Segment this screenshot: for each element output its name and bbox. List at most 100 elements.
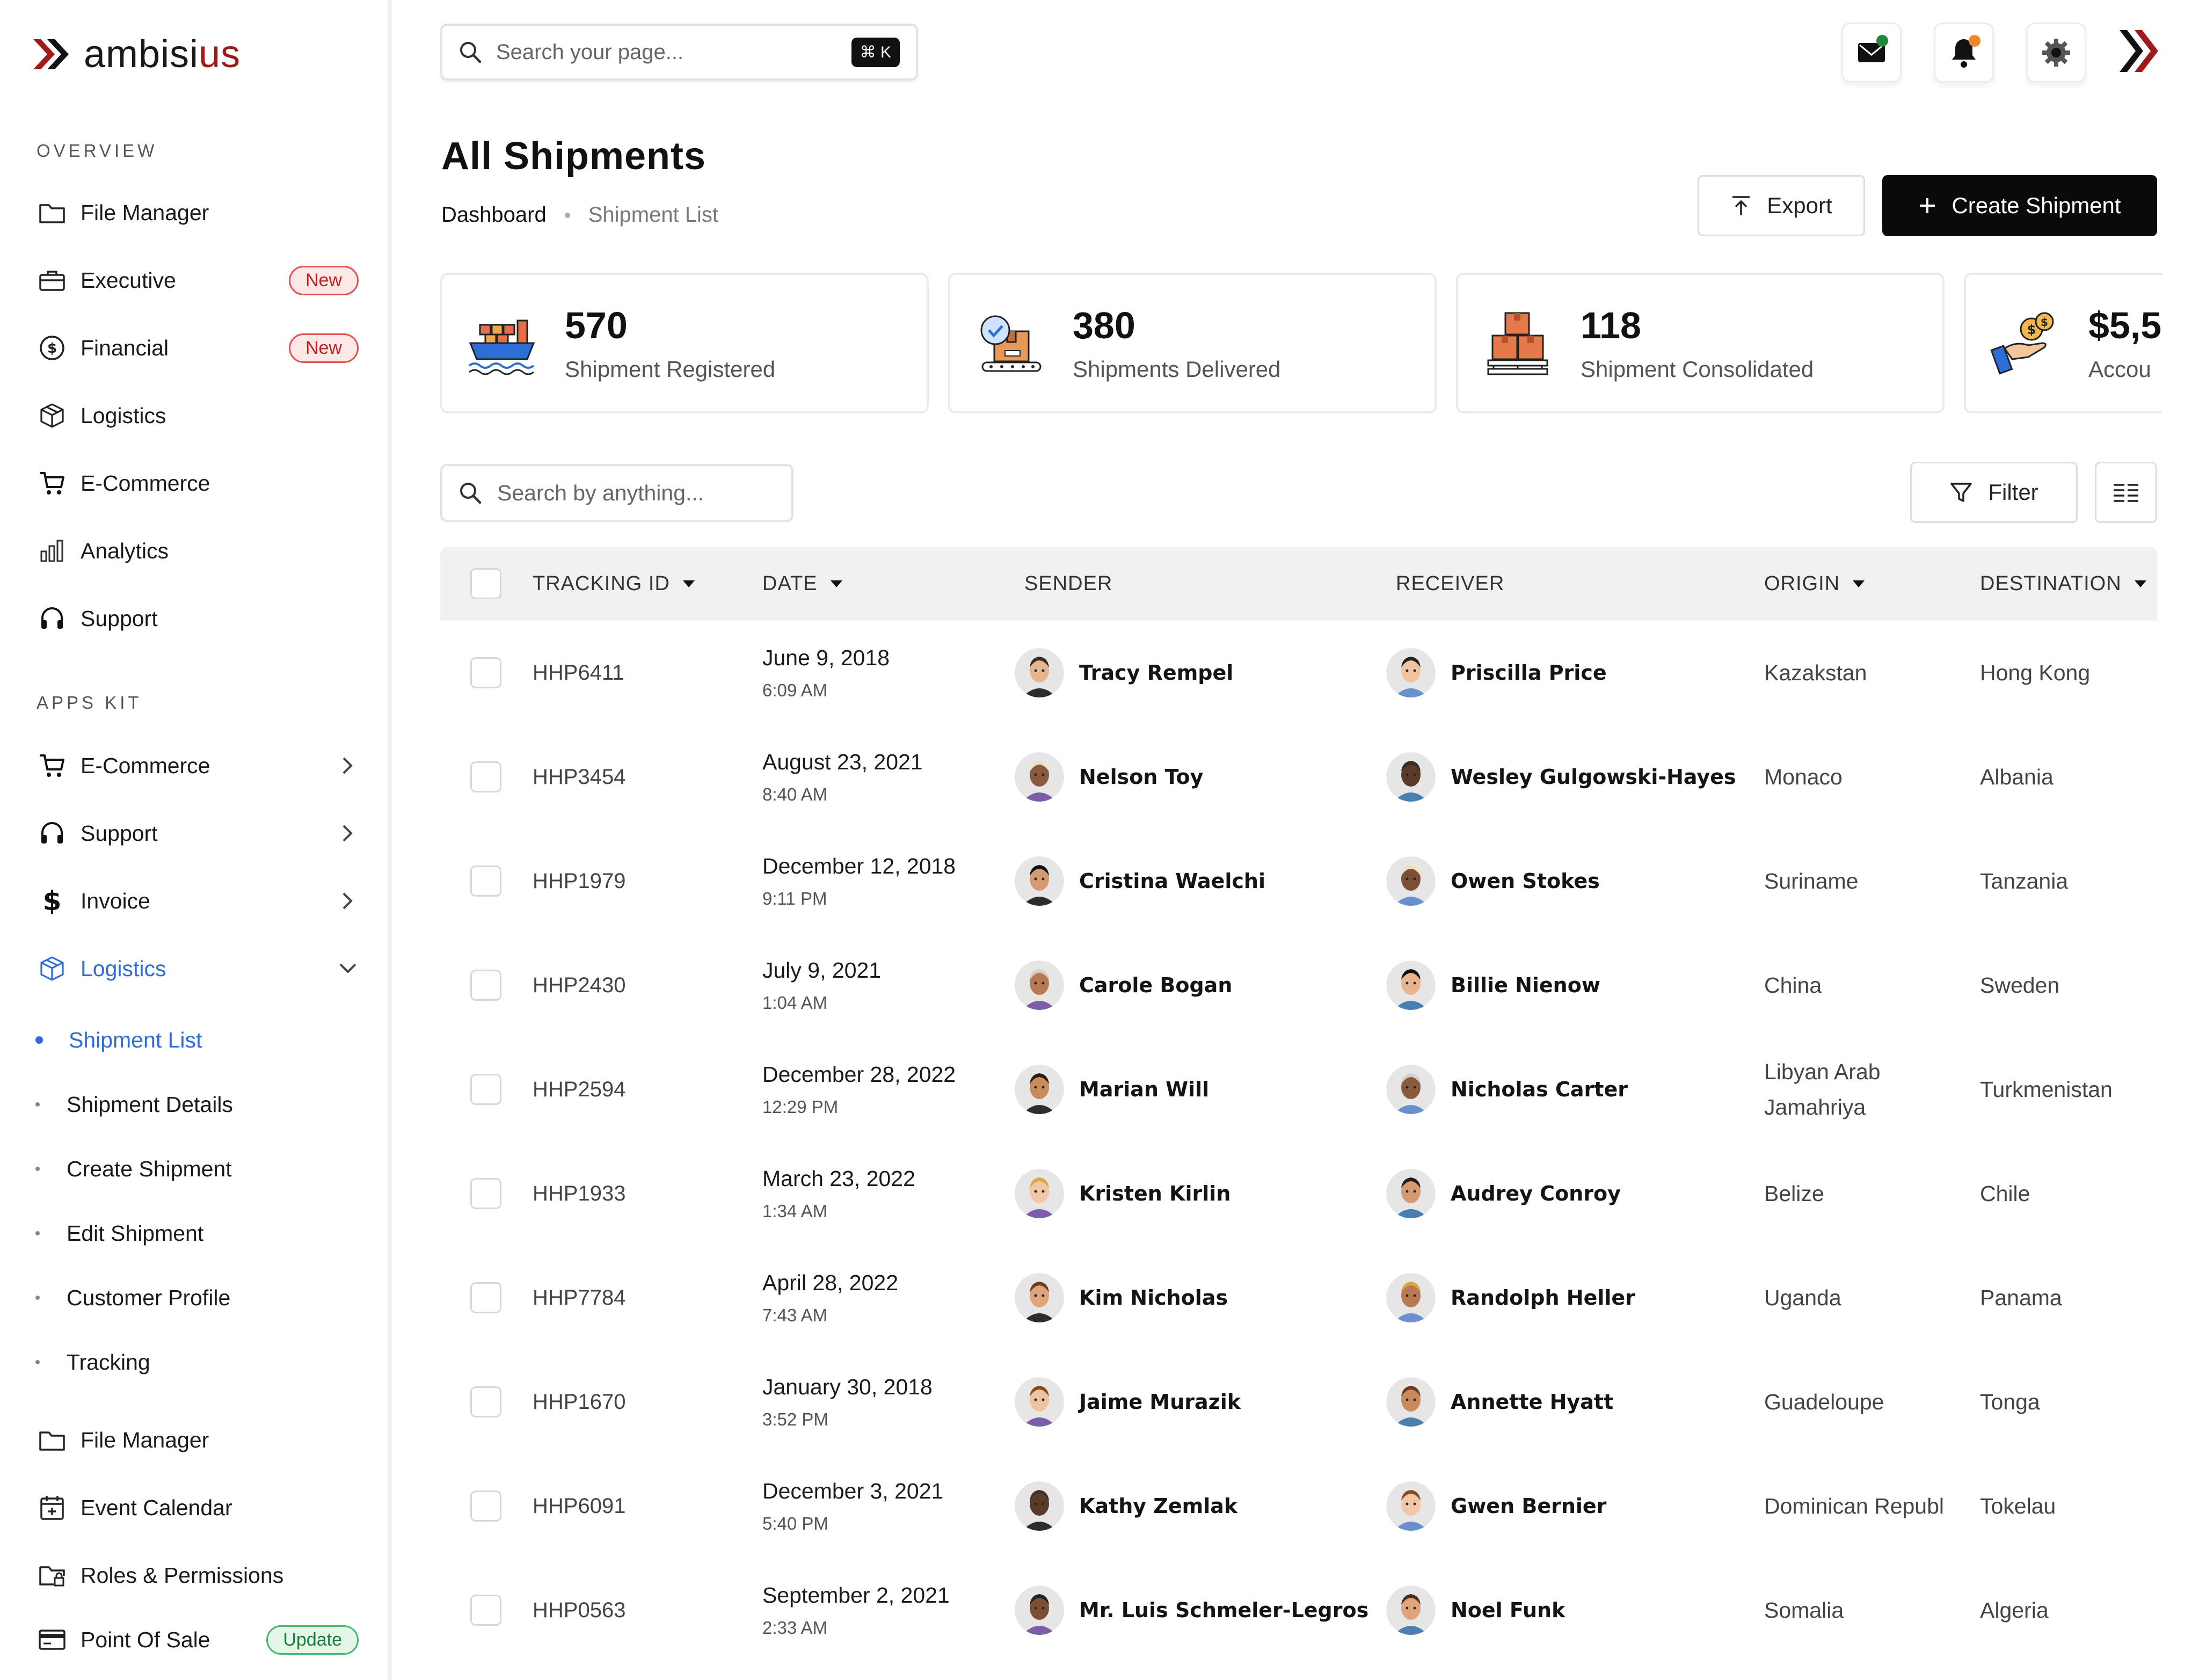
export-button[interactable]: Export [1698,175,1865,236]
sender-cell: Mr. Luis Schmeler-Legros [1015,1558,1368,1662]
sidebar-sub-create-shipment[interactable]: Create Shipment [35,1150,232,1188]
sidebar-item-logistics[interactable]: Logistics [37,394,359,437]
column-date[interactable]: DATE [762,547,842,621]
messages-button[interactable] [1841,23,1902,83]
pos-icon [37,1624,68,1655]
sidebar-item-file-manager-2[interactable]: File Manager [37,1419,359,1461]
table-row[interactable]: HHP1979 December 12, 2018 9:11 PM Cristina … [440,829,2157,933]
column-label: ORIGIN [1764,572,1840,595]
date-cell: July 9, 2021 1:04 AM [762,933,881,1037]
status-dot [1876,35,1888,47]
search-placeholder: Search your page... [496,40,684,64]
sort-caret-icon [2134,580,2146,587]
receiver-avatar [1386,1169,1436,1218]
receiver-avatar [1386,648,1436,697]
briefcase-icon [37,265,68,296]
sidebar-sub-customer-profile[interactable]: Customer Profile [35,1279,230,1317]
receiver-name: Randolph Heller [1451,1286,1635,1310]
sidebar-sub-shipment-list[interactable]: Shipment List [35,1021,202,1059]
sidebar-item-analytics[interactable]: Analytics [37,529,359,572]
origin: Monaco [1764,765,1843,789]
row-checkbox[interactable] [470,761,501,792]
collapse-panel-button[interactable] [2116,27,2161,78]
row-checkbox[interactable] [470,657,501,688]
settings-button[interactable] [2026,23,2086,83]
tracking-id[interactable]: HHP6091 [533,1494,626,1518]
column-settings-button[interactable] [2095,462,2157,523]
sidebar-item-financial[interactable]: $ Financial New [37,326,359,369]
sidebar-item-apps-support[interactable]: Support [37,812,359,855]
sidebar-sub-tracking[interactable]: Tracking [35,1343,150,1381]
new-badge: New [288,265,359,295]
receiver-avatar [1386,1481,1436,1531]
table-row[interactable]: HHP2594 December 28, 2022 12:29 PM Marian W… [440,1037,2157,1141]
table-search-input[interactable]: Search by anything... [440,464,793,522]
notifications-button[interactable] [1934,23,1994,83]
stat-card-registered: 570 Shipment Registered [440,273,929,413]
date-value: June 9, 2018 [762,645,890,670]
tracking-id[interactable]: HHP2430 [533,973,626,997]
table-row[interactable]: HHP2430 July 9, 2021 1:04 AM Carole Bogan Bi… [440,933,2157,1037]
tracking-id[interactable]: HHP1979 [533,869,626,893]
status-dot [1969,35,1980,47]
row-checkbox[interactable] [470,1178,501,1209]
brand-logo[interactable]: ambisius [31,32,241,76]
sidebar-item-ecommerce[interactable]: E-Commerce [37,462,359,505]
row-checkbox[interactable] [470,866,501,897]
sidebar-item-event-calendar[interactable]: Event Calendar [37,1486,359,1529]
bar-chart-icon [37,535,68,566]
sidebar-item-label: Logistics [81,956,166,981]
sidebar-item-apps-logistics[interactable]: Logistics [37,947,359,990]
tracking-id[interactable]: HHP1670 [533,1390,626,1414]
create-shipment-button[interactable]: Create Shipment [1882,175,2157,236]
sidebar-item-point-of-sale[interactable]: Point Of Sale Update [37,1618,359,1661]
tracking-id[interactable]: HHP6411 [533,660,624,685]
row-checkbox[interactable] [470,1386,501,1417]
sub-label: Edit Shipment [67,1220,204,1246]
row-checkbox[interactable] [470,1595,501,1626]
row-checkbox[interactable] [470,970,501,1001]
table-row[interactable]: HHP6411 June 9, 2018 6:09 AM Tracy Rempel Pr… [440,621,2157,725]
receiver-cell: Priscilla Price [1386,621,1607,725]
column-origin[interactable]: ORIGIN [1764,547,1865,621]
sidebar-sub-edit-shipment[interactable]: Edit Shipment [35,1214,203,1252]
filter-button[interactable]: Filter [1910,462,2078,523]
tracking-id[interactable]: HHP0563 [533,1598,626,1622]
tracking-id[interactable]: HHP2594 [533,1077,626,1101]
sidebar-item-invoice[interactable]: $ Invoice [37,879,359,922]
column-destination[interactable]: DESTINATION [1980,547,2146,621]
sidebar-item-executive[interactable]: Executive New [37,259,359,302]
tracking-id[interactable]: HHP7784 [533,1285,626,1310]
receiver-name: Priscilla Price [1451,661,1607,685]
table-row[interactable]: HHP3454 August 23, 2021 8:40 AM Nelson Toy W… [440,725,2157,829]
row-checkbox[interactable] [470,1282,501,1313]
sidebar-item-label: Event Calendar [81,1495,232,1520]
brand-name: ambisius [84,33,241,76]
sidebar-item-file-manager[interactable]: File Manager [37,191,359,234]
sidebar-sub-shipment-details[interactable]: Shipment Details [35,1086,233,1123]
table-row[interactable]: HHP0563 September 2, 2021 2:33 AM Mr. Luis … [440,1558,2157,1662]
sidebar-item-roles-permissions[interactable]: Roles & Permissions [37,1554,359,1597]
sidebar-item-apps-ecommerce[interactable]: E-Commerce [37,744,359,787]
page-search-input[interactable]: Search your page... ⌘ K [440,24,918,81]
table-row[interactable]: HHP7784 April 28, 2022 7:43 AM Kim Nicholas… [440,1246,2157,1350]
stat-value: 570 [565,304,628,346]
cart-icon [37,468,68,499]
breadcrumb-dashboard[interactable]: Dashboard [441,203,547,227]
sender-avatar [1015,1481,1064,1531]
row-checkbox[interactable] [470,1490,501,1522]
origin: Guadeloupe [1764,1390,1884,1414]
table-row[interactable]: HHP6091 December 3, 2021 5:40 PM Kathy Zeml… [440,1454,2157,1558]
stat-card-delivered: 380 Shipments Delivered [948,273,1437,413]
table-row[interactable]: HHP1933 March 23, 2022 1:34 AM Kristen Kirl… [440,1141,2157,1246]
stat-value: 118 [1581,304,1641,346]
table-row[interactable]: HHP1670 January 30, 2018 3:52 PM Jaime Mura… [440,1350,2157,1454]
tracking-id[interactable]: HHP1933 [533,1181,626,1205]
tracking-id[interactable]: HHP3454 [533,765,626,789]
receiver-avatar [1386,1273,1436,1322]
sidebar-item-support[interactable]: Support [37,597,359,640]
section-overview: OVERVIEW [37,141,158,161]
select-all-checkbox[interactable] [470,568,501,599]
column-tracking-id[interactable]: TRACKING ID [533,547,695,621]
row-checkbox[interactable] [470,1074,501,1105]
